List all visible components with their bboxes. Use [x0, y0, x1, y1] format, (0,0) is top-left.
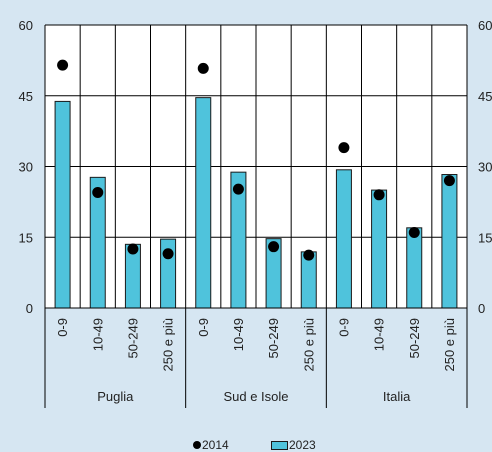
group-label: Puglia [97, 389, 134, 404]
y-tick-label: 45 [19, 89, 33, 104]
legend-item-2023: 2023 [271, 438, 316, 452]
x-tick-label: 50-249 [266, 318, 281, 358]
legend-label-2014: 2014 [202, 438, 229, 452]
x-tick-label: 0-9 [55, 318, 70, 337]
dot-2014 [127, 243, 139, 255]
dot-2014 [373, 189, 385, 201]
group-label: Italia [383, 389, 411, 404]
x-tick-label: 0-9 [336, 318, 351, 337]
y-tick-label: 15 [19, 230, 33, 245]
legend-item-2014: 2014 [193, 438, 229, 452]
dot-2014 [408, 227, 420, 239]
bar-2023 [335, 169, 352, 309]
dot-2014 [162, 248, 174, 260]
group-label: Sud e Isole [223, 389, 288, 404]
dot-2014 [57, 59, 69, 71]
dot-2014 [268, 241, 280, 253]
dot-2014 [338, 142, 350, 154]
y-tick-label-right: 45 [478, 89, 492, 104]
y-tick-label-right: 0 [478, 301, 485, 316]
x-tick-label: 0-9 [196, 318, 211, 337]
bar-2023 [371, 189, 388, 309]
dot-2014 [303, 249, 315, 261]
y-tick-label-right: 15 [478, 230, 492, 245]
bar-2023 [406, 227, 423, 309]
x-tick-label: 10-49 [90, 318, 105, 351]
x-tick-label: 50-249 [407, 318, 422, 358]
x-tick-label: 50-249 [125, 318, 140, 358]
x-tick-label: 10-49 [372, 318, 387, 351]
legend-dot-marker [193, 441, 201, 449]
chart-legend: 2014 2023 [0, 438, 492, 452]
dot-2014 [443, 175, 455, 187]
x-tick-label: 250 e più [301, 318, 316, 372]
y-tick-label: 0 [26, 301, 33, 316]
dot-2014 [197, 62, 209, 74]
y-tick-label: 60 [19, 18, 33, 33]
x-tick-label: 250 e più [442, 318, 457, 372]
dot-2014 [92, 186, 104, 198]
y-tick-label-right: 30 [478, 160, 492, 175]
bar-2023 [54, 100, 71, 309]
bar-2023 [441, 174, 458, 309]
y-tick-label: 30 [19, 160, 33, 175]
x-tick-label: 250 e più [161, 318, 176, 372]
y-tick-label-right: 60 [478, 18, 492, 33]
legend-label-2023: 2023 [289, 438, 316, 452]
dot-2014 [232, 183, 244, 195]
legend-bar-marker [271, 440, 288, 450]
bar-2023 [195, 97, 212, 309]
x-tick-label: 10-49 [231, 318, 246, 351]
